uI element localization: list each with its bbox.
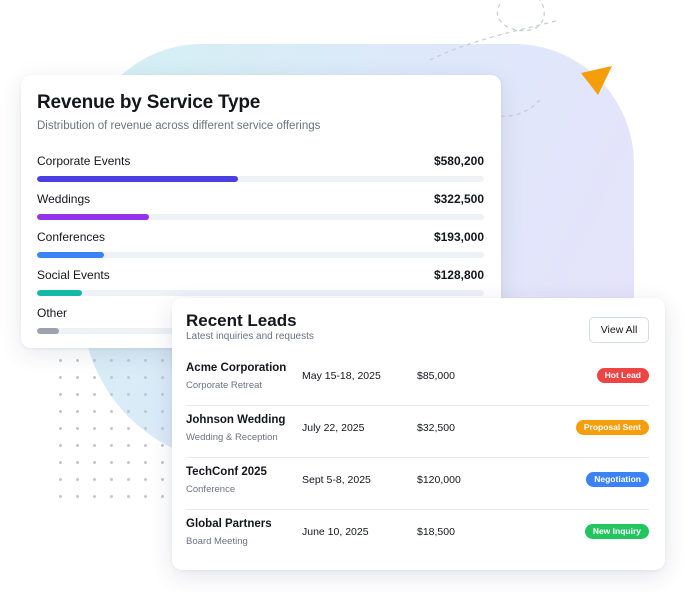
lead-name: Acme Corporation (186, 362, 287, 374)
revenue-label: Social Events (37, 268, 110, 282)
lead-status-badge: Proposal Sent (575, 420, 649, 435)
revenue-bar-fill (37, 214, 149, 220)
lead-date: Sept 5-8, 2025 (302, 474, 371, 486)
revenue-row-weddings: Weddings $322,500 (37, 192, 484, 226)
lead-date: July 22, 2025 (302, 422, 365, 434)
revenue-amount: $580,200 (433, 154, 484, 168)
lead-amount: $85,000 (417, 370, 455, 382)
revenue-bar-fill (37, 176, 239, 182)
revenue-row-social-events: Social Events $128,800 (37, 268, 484, 302)
revenue-bar-track (37, 290, 484, 296)
lead-type: Board Meeting (186, 536, 248, 547)
lead-row[interactable]: Global Partners Board Meeting June 10, 2… (186, 509, 649, 561)
revenue-bar-track (37, 252, 484, 258)
view-all-button[interactable]: View All (589, 317, 649, 343)
lead-name: Johnson Wedding (186, 414, 286, 426)
revenue-bar-fill (37, 290, 82, 296)
revenue-row-conferences: Conferences $193,000 (37, 230, 484, 264)
lead-type: Conference (186, 484, 236, 495)
lead-amount: $32,500 (417, 422, 455, 434)
lead-row[interactable]: Acme Corporation Corporate Retreat May 1… (186, 353, 649, 406)
leads-subtitle: Latest inquiries and requests (186, 331, 314, 342)
revenue-row-corporate-events: Corporate Events $580,200 (37, 154, 484, 188)
lead-row[interactable]: Johnson Wedding Wedding & Reception July… (186, 405, 649, 458)
lead-date: June 10, 2025 (302, 526, 369, 538)
lead-status-badge: Negotiation (586, 472, 649, 487)
lead-amount: $18,500 (417, 526, 455, 538)
revenue-label: Conferences (37, 230, 106, 244)
revenue-bar-track (37, 176, 484, 182)
dot-grid-pattern-icon (52, 352, 172, 502)
revenue-title: Revenue by Service Type (37, 92, 261, 113)
lead-type: Corporate Retreat (186, 380, 263, 391)
lead-status-badge: New Inquiry (584, 524, 649, 539)
revenue-label: Corporate Events (37, 154, 131, 168)
lead-name: Global Partners (186, 518, 272, 530)
revenue-label: Other (37, 306, 68, 320)
play-triangle-icon (581, 66, 612, 95)
revenue-amount: $322,500 (433, 192, 484, 206)
revenue-subtitle: Distribution of revenue across different… (37, 120, 321, 132)
lead-type: Wedding & Reception (186, 432, 278, 443)
leads-title: Recent Leads (186, 311, 297, 330)
revenue-amount: $128,800 (433, 268, 484, 282)
lead-amount: $120,000 (417, 474, 461, 486)
revenue-bar-track (37, 214, 484, 220)
lead-row[interactable]: TechConf 2025 Conference Sept 5-8, 2025 … (186, 457, 649, 510)
lead-name: TechConf 2025 (186, 466, 267, 478)
recent-leads-card: Recent Leads Latest inquiries and reques… (172, 298, 665, 570)
revenue-label: Weddings (37, 192, 91, 206)
revenue-bar-fill (37, 328, 60, 334)
revenue-bar-fill (37, 252, 105, 258)
lead-date: May 15-18, 2025 (302, 370, 381, 382)
revenue-amount: $193,000 (433, 230, 484, 244)
lead-status-badge: Hot Lead (596, 368, 649, 383)
